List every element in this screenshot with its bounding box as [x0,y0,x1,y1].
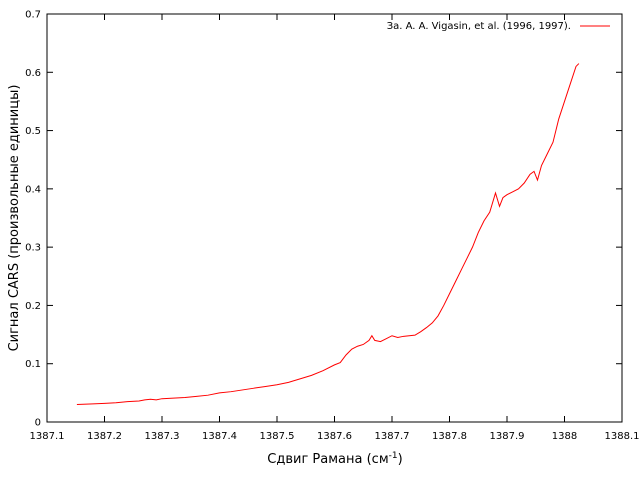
y-tick-label: 0.5 [25,126,41,137]
y-tick-label: 0.1 [25,359,41,370]
y-axis: 0 0.1 0.2 0.3 0.4 0.5 0.6 0.7 [25,10,622,429]
plot-frame [46,13,623,423]
x-tick-label: 1387.4 [202,431,237,442]
legend-label: За. A. A. Vigasin, et al. (1996, 1997). [387,21,571,32]
y-axis-title: Сигнал CARS (произвольные единицы) [7,85,22,352]
x-axis-title: Сдвиг Рамана (см-1) [267,451,402,467]
y-tick-label: 0 [35,418,41,429]
y-tick-label: 0.7 [25,10,41,21]
x-tick-label: 1388 [552,431,577,442]
x-tick-label: 1388.1 [605,431,640,442]
x-axis-title-end: ) [398,452,403,467]
x-axis-title-main: Сдвиг Рамана (см [267,452,388,467]
y-tick-label: 0.2 [25,301,41,312]
x-axis: 1387.1 1387.2 1387.3 1387.4 1387.5 1387.6 1387… [30,14,640,442]
x-tick-label: 1387.7 [375,431,410,442]
x-tick-label: 1387.2 [87,431,122,442]
series-line [76,63,580,406]
x-tick-label: 1387.8 [432,431,467,442]
legend: За. A. A. Vigasin, et al. (1996, 1997). [387,21,610,32]
y-tick-label: 0.3 [25,243,41,254]
x-tick-label: 1387.5 [260,431,295,442]
x-tick-label: 1387.1 [30,431,65,442]
x-tick-label: 1387.9 [490,431,525,442]
x-tick-label: 1387.3 [145,431,180,442]
x-axis-title-sup: -1 [389,451,398,461]
y-tick-label: 0.6 [25,68,41,79]
y-tick-label: 0.4 [25,184,41,195]
x-tick-label: 1387.6 [317,431,352,442]
